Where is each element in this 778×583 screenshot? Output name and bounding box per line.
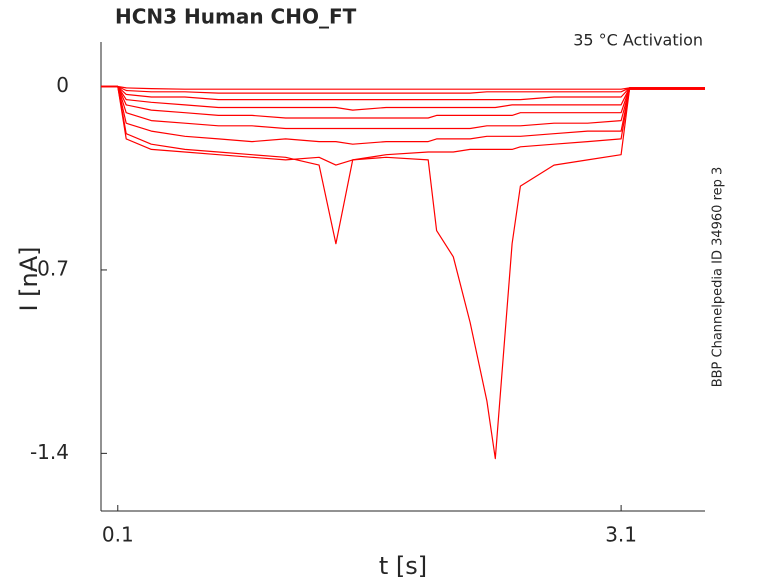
y-tick-label: -1.4: [30, 440, 69, 464]
trace: [101, 85, 705, 245]
trace: [101, 85, 705, 94]
trace: [101, 85, 705, 119]
trace: [101, 85, 705, 145]
trace: [101, 85, 705, 101]
trace: [101, 85, 705, 460]
chart-title: HCN3 Human CHO_FT: [115, 5, 357, 29]
trace: [101, 85, 705, 111]
trace: [101, 85, 705, 130]
annotation: 35 °C Activation: [573, 31, 703, 50]
trace: [101, 85, 705, 90]
x-tick-label: 0.1: [102, 523, 134, 547]
x-axis-label: t [s]: [379, 552, 427, 580]
x-tick-label: 3.1: [605, 523, 637, 547]
y-tick-label: 0: [56, 73, 69, 97]
side-note: BBP Channelpedia ID 34960 rep 3: [711, 167, 726, 388]
y-axis-label: I [nA]: [15, 246, 43, 311]
y-tick-label: -0.7: [30, 256, 69, 280]
